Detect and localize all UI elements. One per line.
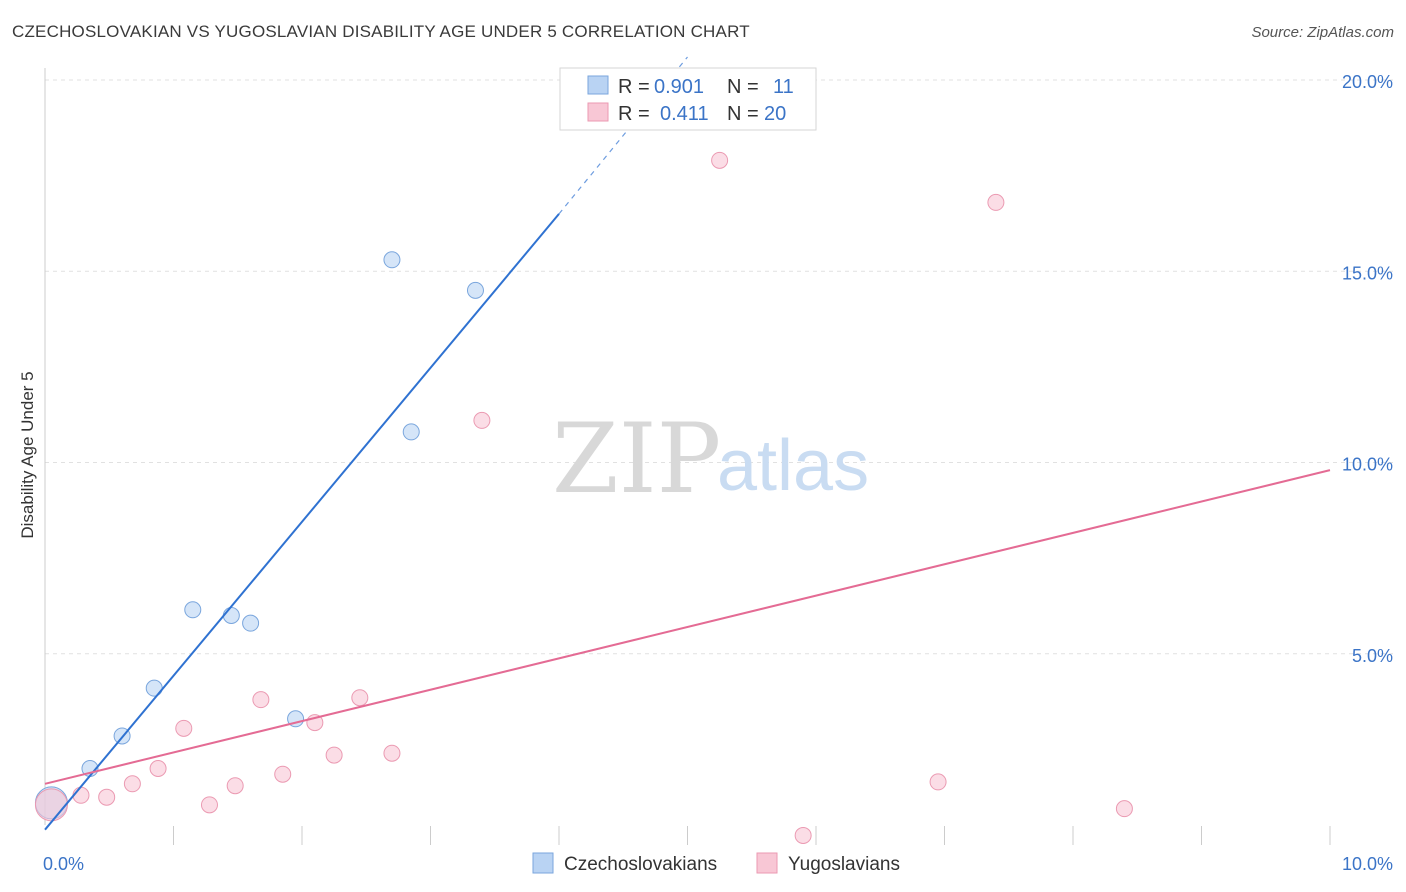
yugoslavian-point-5 (149, 760, 167, 777)
x-tick-label-2: 10.0% (1342, 854, 1393, 874)
data-points (34, 151, 1133, 844)
chart-title: CZECHOSLOVAKIAN VS YUGOSLAVIAN DISABILIT… (12, 22, 750, 41)
czechoslovakian-point-9 (383, 251, 401, 269)
yugoslavian-point-9 (252, 691, 270, 709)
legend-n-value-2: 20 (764, 103, 786, 125)
yugoslavian-point-2 (72, 786, 90, 804)
czechoslovakian-point-11 (466, 281, 484, 299)
bottom-legend-swatch-czechoslovakians (532, 852, 554, 874)
y-axis-title: Disability Age Under 5 (18, 371, 37, 538)
yugoslavian-point-14 (383, 744, 401, 762)
yugoslavian-point-8 (226, 777, 244, 795)
czechoslovakian-point-5 (184, 601, 202, 619)
bottom-legend-label-czechoslovakians: Czechoslovakians (564, 854, 717, 875)
legend-r-label-1: R = (618, 76, 650, 98)
legend-swatch-pink (587, 102, 609, 122)
y-tick-label-1: 5.0% (1352, 646, 1393, 666)
czechoslovakian-trend-extension (558, 56, 688, 215)
czechoslovakian-point-6 (222, 607, 240, 624)
czechoslovakian-point-4 (145, 679, 163, 697)
yugoslavian-point-7 (200, 796, 218, 814)
czechoslovakian-point-10 (402, 423, 420, 441)
yugoslavian-point-13 (351, 689, 369, 707)
watermark-atlas: atlas (717, 426, 869, 506)
yugoslavian-point-16 (711, 151, 729, 169)
yugoslavian-point-3 (98, 788, 116, 806)
yugoslavian-point-6 (175, 719, 193, 737)
bottom-legend-label-yugoslavians: Yugoslavians (788, 854, 900, 875)
legend-n-value-1: 11 (773, 76, 794, 98)
yugoslavian-point-12 (325, 746, 343, 764)
bottom-legend: Czechoslovakians Yugoslavians (532, 852, 900, 875)
y-tick-label-3: 15.0% (1342, 263, 1393, 283)
czechoslovakian-point-7 (242, 614, 260, 632)
trend-lines (44, 56, 1331, 831)
watermark: ZIP atlas (552, 403, 869, 515)
czechoslovakian-trend-line (44, 213, 560, 831)
y-tick-label-2: 10.0% (1342, 455, 1393, 475)
top-legend: R = 0.901 N = 11 R = 0.411 N = 20 (559, 67, 817, 131)
yugoslavian-point-19 (987, 193, 1005, 211)
yugoslavian-point-1 (34, 788, 68, 822)
yugoslavian-point-4 (123, 775, 141, 793)
legend-r-label-2: R = (618, 103, 650, 125)
axes: 5.0% 10.0% 15.0% 20.0% 0.0% 10.0% (43, 68, 1393, 874)
source-label: Source: ZipAtlas.com (1251, 24, 1394, 41)
yugoslavian-point-10 (274, 765, 292, 783)
x-tick-label-1: 0.0% (43, 854, 84, 874)
yugoslavian-point-17 (794, 826, 812, 844)
yugoslavian-point-20 (1115, 800, 1133, 818)
legend-swatch-blue (587, 75, 609, 95)
yugoslavian-point-15 (473, 411, 491, 429)
yugoslavian-trend-line (44, 469, 1331, 785)
legend-r-value-2: 0.411 (660, 103, 709, 125)
y-tick-label-4: 20.0% (1342, 72, 1393, 92)
legend-n-label-2: N = (727, 103, 759, 125)
bottom-legend-swatch-yugoslavians (756, 852, 778, 874)
legend-n-label-1: N = (727, 76, 759, 98)
yugoslavian-point-18 (929, 773, 947, 791)
watermark-zip: ZIP (552, 403, 721, 515)
legend-r-value-1: 0.901 (654, 76, 704, 98)
